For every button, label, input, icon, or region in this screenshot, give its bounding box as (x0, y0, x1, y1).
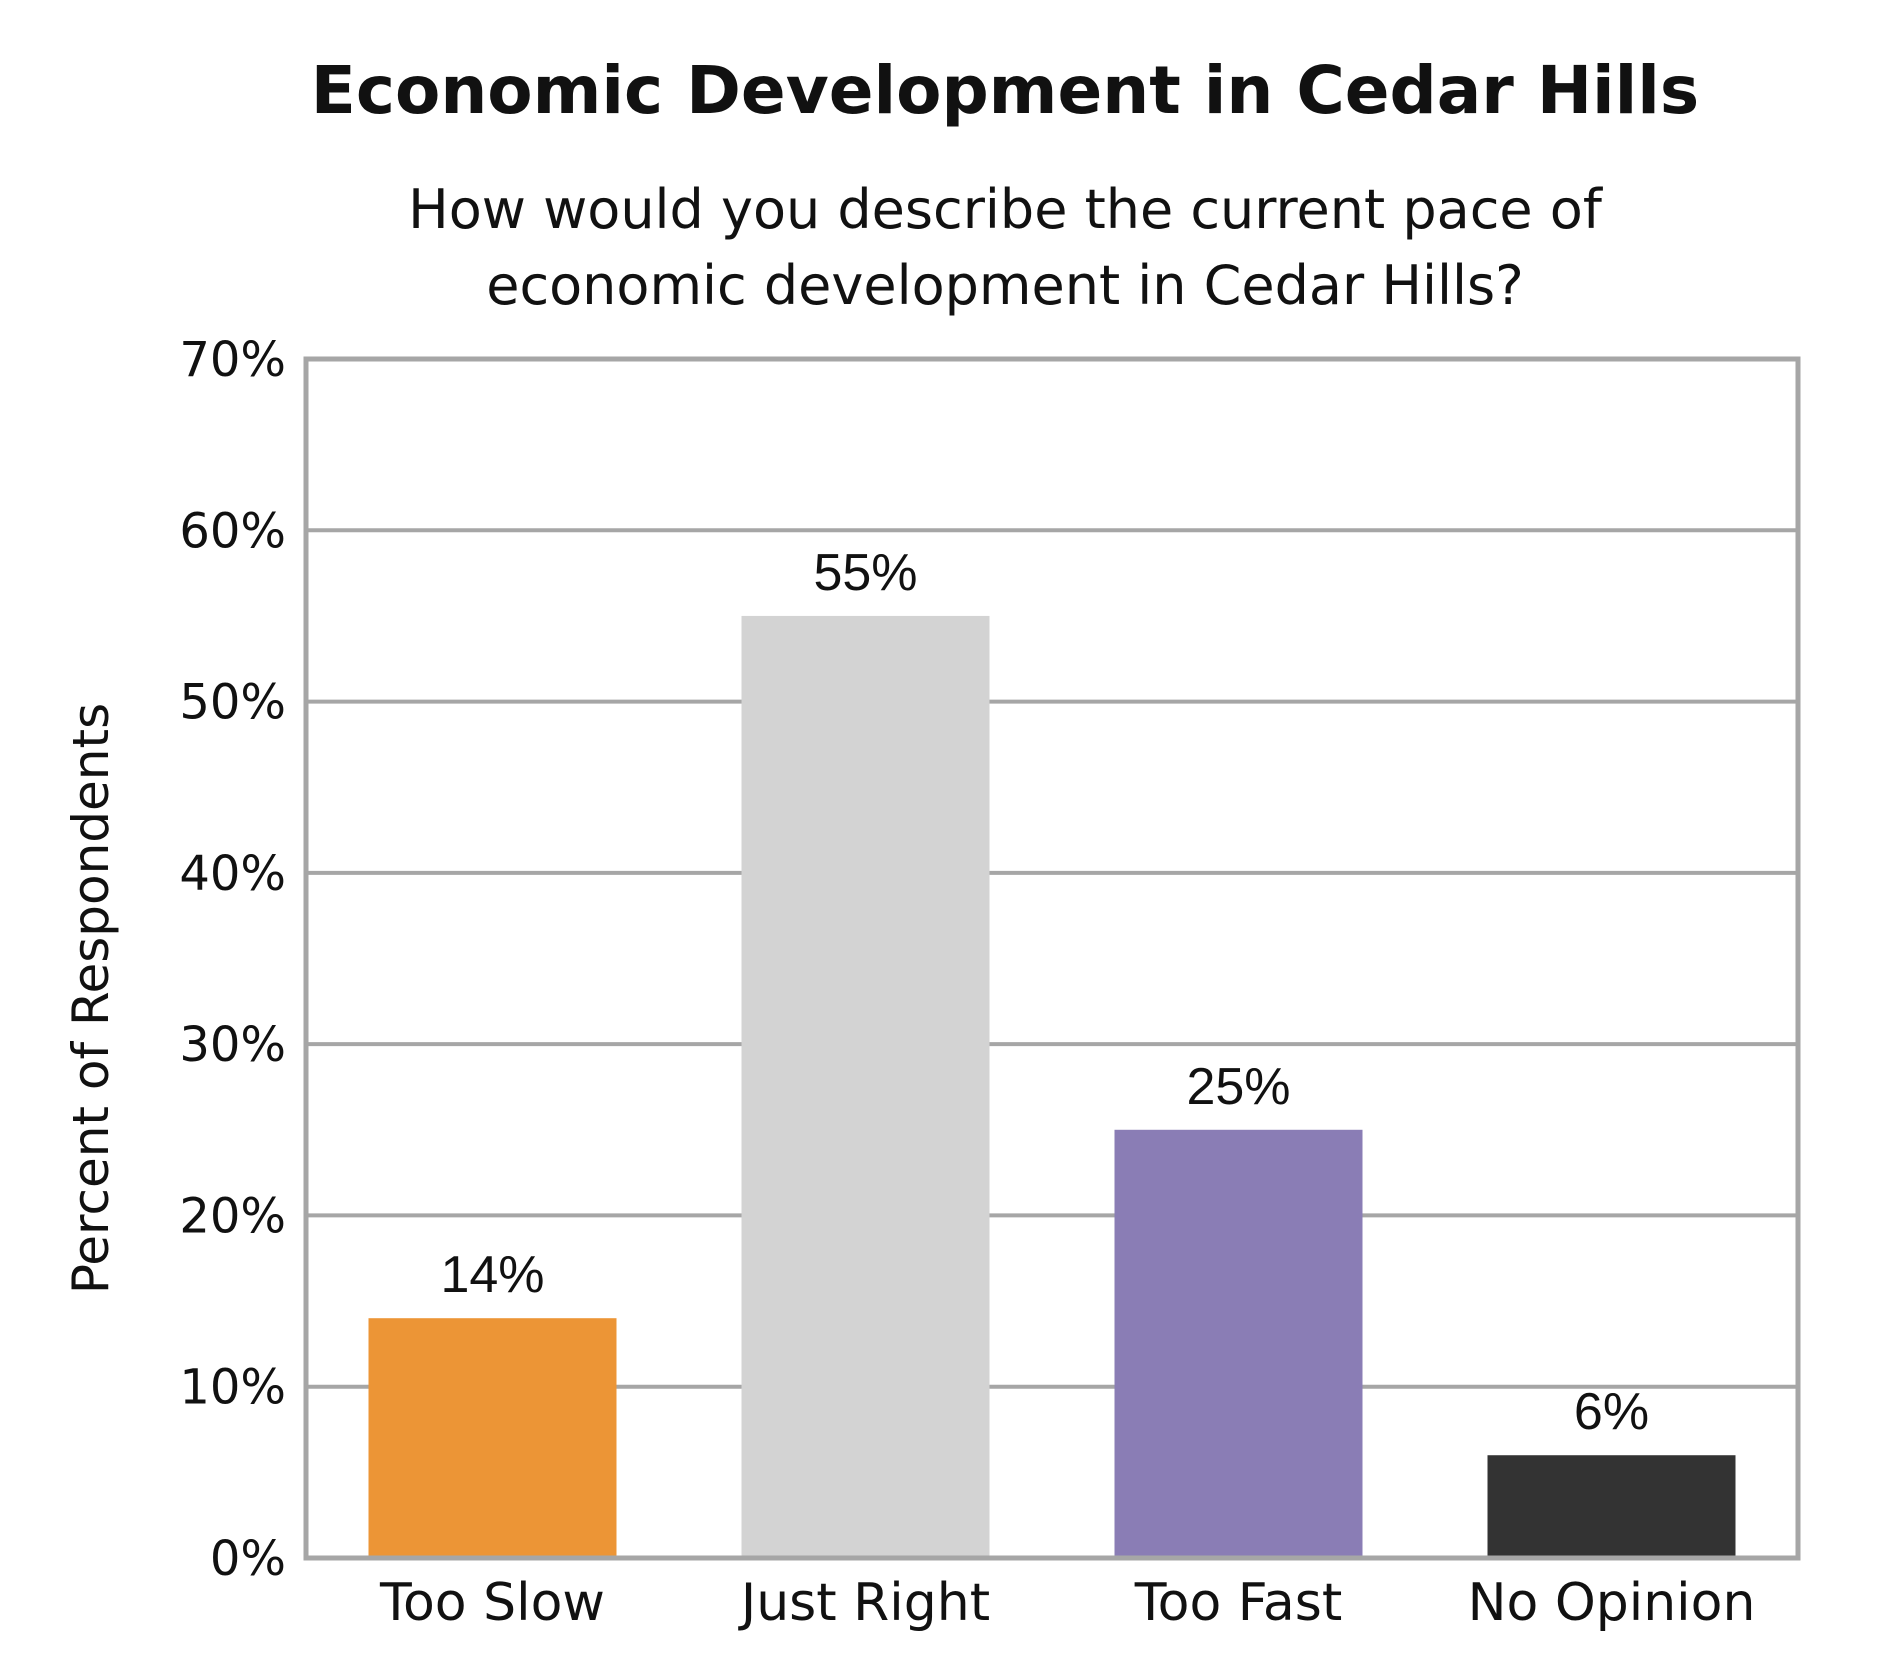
y-tick-label: 40% (179, 846, 286, 902)
chart-subtitle-line-2: economic development in Cedar Hills? (486, 254, 1524, 317)
data-labels: 14% 55% 25% 6% (440, 544, 1649, 1441)
y-tick-label: 20% (179, 1188, 286, 1244)
y-tick-label: 30% (179, 1017, 286, 1073)
category-label-too-fast: Too Fast (1134, 1573, 1343, 1633)
bar-too-fast (1114, 1129, 1363, 1558)
category-label-just-right: Just Right (738, 1573, 990, 1633)
y-tick-label: 10% (179, 1360, 286, 1416)
bars (368, 615, 1736, 1558)
bar-no-opinion (1487, 1455, 1736, 1558)
x-axis-categories: Too Slow Just Right Too Fast No Opinion (379, 1573, 1755, 1633)
data-label-just-right: 55% (813, 544, 917, 602)
category-label-no-opinion: No Opinion (1468, 1573, 1756, 1633)
y-axis-ticks: 0% 10% 20% 30% 40% 50% 60% 70% (179, 332, 286, 1587)
category-label-too-slow: Too Slow (379, 1573, 605, 1633)
chart-subtitle: How would you describe the current pace … (60, 172, 1890, 324)
plot-frame (303, 356, 1801, 1561)
y-tick-label: 60% (179, 503, 286, 559)
data-label-no-opinion: 6% (1574, 1383, 1649, 1441)
plot-border (303, 356, 1801, 1561)
data-label-too-fast: 25% (1186, 1058, 1290, 1116)
chart-title: Economic Development in Cedar Hills (310, 52, 1700, 129)
y-axis-title: Percent of Respondents (62, 703, 120, 1294)
y-tick-label: 70% (179, 332, 286, 388)
y-tick-label: 50% (179, 675, 286, 731)
bar-too-slow (368, 1318, 617, 1558)
grid-lines (306, 528, 1798, 1389)
bar-just-right (741, 615, 990, 1558)
y-tick-label: 0% (210, 1531, 286, 1587)
data-label-too-slow: 14% (440, 1246, 544, 1304)
chart-subtitle-line-1: How would you describe the current pace … (408, 178, 1602, 241)
